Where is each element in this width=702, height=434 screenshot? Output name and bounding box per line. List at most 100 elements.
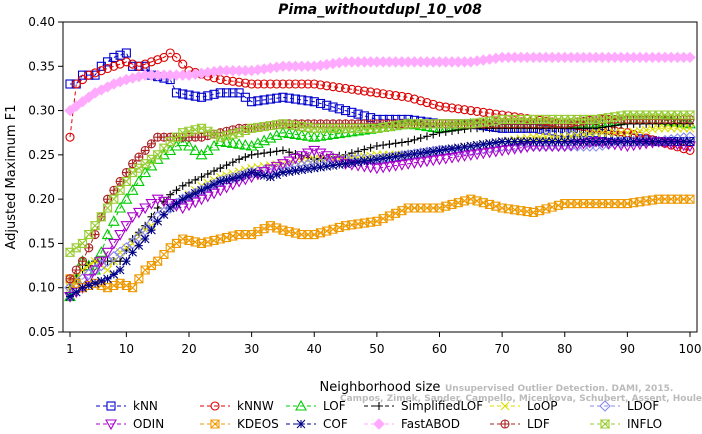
data-point-cof [441, 145, 451, 154]
x-axis-title: Neighborhood size [320, 380, 441, 395]
legend-label: LoOP [527, 399, 558, 413]
legend-item-ldf: LDF [490, 417, 550, 431]
x-tick-label: 10 [119, 342, 134, 356]
y-tick-label: 0.10 [28, 281, 55, 295]
data-point-cof [291, 166, 300, 176]
data-point-cof [240, 170, 250, 180]
data-point-knn [309, 97, 319, 107]
data-point-inflo [108, 194, 120, 204]
data-point-loop [535, 132, 545, 142]
data-point-simplifiedlof [216, 164, 225, 173]
data-point-simplifiedlof [347, 149, 356, 158]
legend-marker [105, 419, 117, 431]
data-point-lof [327, 128, 339, 140]
data-point-knn [341, 106, 351, 116]
data-point-simplifiedlof [598, 123, 607, 132]
data-point-ldf [65, 274, 75, 284]
data-point-knn [253, 96, 263, 106]
series-line-cof [69, 141, 690, 298]
data-point-simplifiedlof [191, 175, 200, 184]
data-point-cof [184, 191, 194, 201]
data-point-cof [272, 170, 282, 180]
data-point-cof [460, 142, 469, 152]
data-point-knnw [347, 84, 357, 94]
data-point-cof [547, 137, 557, 146]
data-point-cof [391, 152, 401, 162]
data-point-knn [297, 95, 307, 105]
data-point-knn [203, 91, 213, 101]
data-point-odin [114, 230, 127, 241]
data-point-cof [422, 147, 432, 157]
series-line-inflo [69, 114, 690, 253]
data-point-knn [77, 70, 88, 80]
data-point-knnw [222, 75, 232, 86]
data-point-cof [278, 168, 288, 177]
x-tick-label: 30 [244, 342, 259, 356]
data-point-inflo [684, 110, 696, 120]
data-point-knn [190, 91, 200, 101]
data-point-knnw [441, 102, 451, 112]
data-point-cof [353, 157, 363, 167]
data-point-odin [427, 155, 440, 167]
legend-label: KDEOS [237, 417, 279, 431]
data-point-odin [452, 152, 465, 163]
legend-label: FastABOD [401, 417, 460, 431]
data-point-knnw [146, 57, 156, 67]
data-point-knnw [447, 103, 457, 113]
data-point-cof [178, 194, 188, 204]
data-point-odin [395, 160, 408, 171]
data-point-cof [121, 256, 131, 266]
data-point-simplifiedlof [429, 130, 438, 139]
data-point-cof [109, 270, 119, 279]
legend-label: ODIN [133, 417, 164, 431]
legend-item-simplifiedlof: SimplifiedLOF [364, 399, 483, 413]
data-point-cof [103, 274, 112, 284]
plot-frame [62, 21, 698, 333]
data-point-simplifiedlof [235, 155, 244, 164]
data-point-lof [289, 128, 302, 140]
legend-item-ldof: LDOF [590, 399, 659, 413]
data-point-lof [308, 131, 321, 142]
data-point-knnw [71, 79, 81, 89]
data-point-knnw [228, 76, 238, 86]
data-point-knn [171, 88, 182, 98]
data-point-odin [439, 153, 452, 165]
data-point-loop [610, 128, 620, 138]
data-point-lof [183, 139, 195, 151]
data-point-odin [107, 238, 120, 250]
data-point-knn [315, 98, 326, 109]
data-point-simplifiedlof [222, 161, 231, 170]
legend-label: LDOF [627, 399, 659, 413]
data-point-lof [302, 130, 314, 141]
data-point-simplifiedlof [404, 137, 413, 146]
data-point-odin [402, 159, 415, 170]
data-point-simplifiedlof [278, 146, 287, 155]
series-layer [64, 48, 696, 303]
data-point-odin [477, 148, 490, 160]
data-point-simplifiedlof [385, 140, 394, 149]
data-point-simplifiedlof [172, 186, 181, 195]
data-point-knnw [472, 106, 482, 117]
legend-marker [210, 401, 220, 411]
legend-marker [500, 401, 510, 411]
data-point-kdeos [134, 274, 144, 284]
data-point-cof [303, 164, 313, 174]
x-axis: 1 10 20 30 40 50 60 70 80 90 100 [66, 332, 701, 356]
data-point-odin [471, 149, 484, 161]
data-point-loop [685, 123, 695, 133]
data-point-simplifiedlof [366, 143, 375, 152]
legend-marker [375, 402, 383, 410]
data-point-knnw [328, 82, 338, 92]
series-cof [65, 137, 695, 301]
legend: kNN kNNW LOF SimplifiedLOF LoOP LDOF ODIN KDEOS… [96, 399, 662, 431]
data-point-odin [145, 199, 158, 210]
data-point-knn [215, 88, 225, 98]
data-point-cof [284, 167, 294, 177]
watermark-line-1: Unsupervised Outlier Detection. DAMI, 20… [445, 384, 673, 394]
data-point-cof [228, 174, 238, 183]
data-point-knn [115, 50, 125, 60]
data-point-odin [496, 145, 509, 157]
data-point-fastabod [684, 51, 696, 64]
y-tick-label: 0.05 [28, 325, 55, 339]
